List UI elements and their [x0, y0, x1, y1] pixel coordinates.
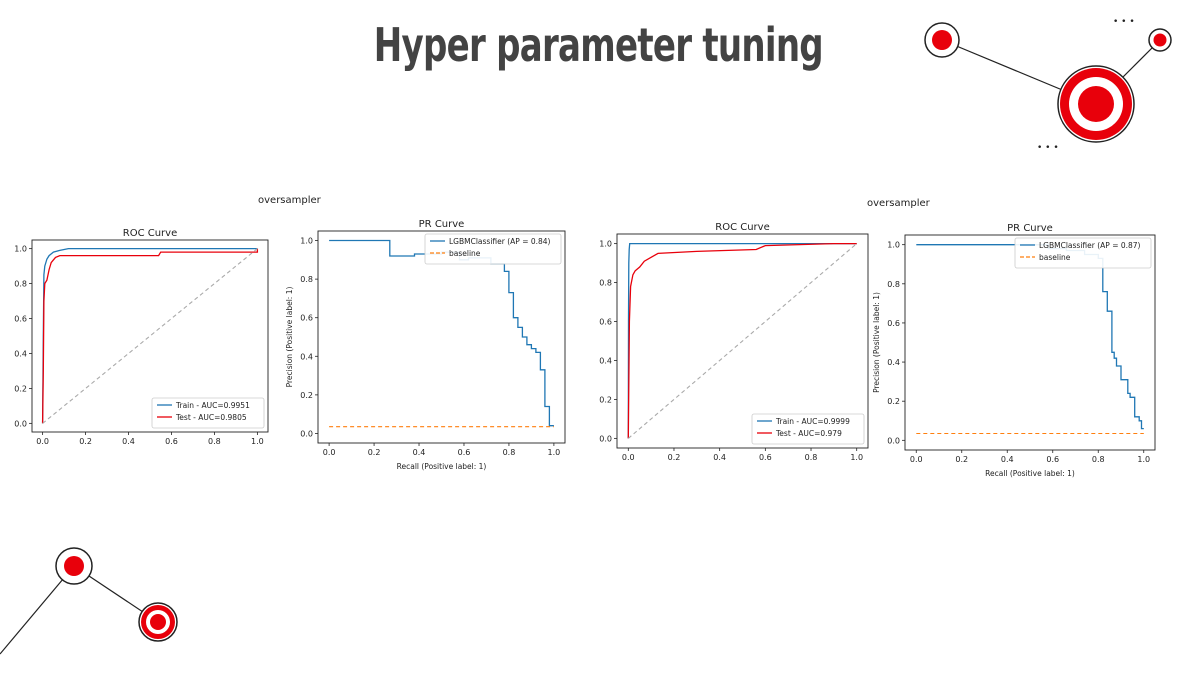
- chance-line: [627, 243, 858, 439]
- y-tick-label: 1.0: [599, 240, 612, 249]
- dots-bottom: • • •: [1037, 143, 1059, 153]
- x-tick-label: 0.8: [1092, 455, 1105, 464]
- y-tick-label: 0.4: [14, 349, 27, 358]
- y-tick-label: 0.0: [300, 429, 313, 438]
- series-line: [627, 242, 857, 439]
- y-tick-label: 0.2: [14, 384, 27, 393]
- x-tick-label: 0.4: [413, 448, 426, 457]
- plot-frame: [31, 239, 269, 433]
- x-tick-label: 0.0: [910, 455, 923, 464]
- x-tick-label: 0.8: [805, 453, 818, 462]
- series-line: [916, 244, 1144, 430]
- x-tick-label: 0.6: [1046, 455, 1059, 464]
- x-tick-label: 1.0: [548, 448, 561, 457]
- y-tick-label: 0.8: [14, 280, 27, 289]
- legend-label: Test - AUC=0.979: [775, 429, 842, 438]
- legend-box: [424, 233, 562, 265]
- target-node-icon: [138, 602, 178, 642]
- y-tick-label: 0.8: [887, 280, 900, 289]
- y-tick-label: 0.0: [14, 419, 27, 428]
- y-tick-label: 0.4: [300, 352, 313, 361]
- y-tick-label: 0.6: [300, 314, 313, 323]
- chart-title: ROC Curve: [715, 222, 769, 233]
- dots-top: • • •: [1113, 17, 1135, 27]
- y-tick-label: 0.6: [887, 319, 900, 328]
- x-tick-label: 0.2: [79, 437, 92, 446]
- x-tick-label: 0.4: [713, 453, 726, 462]
- y-tick-label: 0.2: [300, 391, 313, 400]
- x-tick-label: 0.0: [323, 448, 336, 457]
- y-tick-label: 1.0: [300, 237, 313, 246]
- x-axis-label: Recall (Positive label: 1): [985, 469, 1075, 478]
- slide-title: Hyper parameter tuning: [373, 18, 824, 72]
- x-tick-label: 0.2: [955, 455, 968, 464]
- y-tick-label: 0.0: [887, 436, 900, 445]
- x-tick-label: 0.4: [122, 437, 135, 446]
- y-axis-label: Precision (Positive label: 1): [285, 287, 294, 388]
- x-tick-label: 0.2: [668, 453, 681, 462]
- legend-label: baseline: [1039, 253, 1071, 262]
- legend-label: LGBMClassifier (AP = 0.84): [449, 237, 551, 246]
- x-tick-label: 0.8: [208, 437, 221, 446]
- y-tick-label: 0.8: [599, 279, 612, 288]
- target-node-icon: [1057, 65, 1135, 143]
- chart-title: ROC Curve: [123, 228, 177, 239]
- y-tick-label: 0.2: [887, 397, 900, 406]
- legend-label: Train - AUC=0.9999: [775, 417, 850, 426]
- x-tick-label: 0.6: [165, 437, 178, 446]
- x-tick-label: 1.0: [1137, 455, 1150, 464]
- legend-label: LGBMClassifier (AP = 0.87): [1039, 241, 1141, 250]
- y-axis-label: Precision (Positive label: 1): [872, 292, 881, 393]
- chart-title: PR Curve: [419, 219, 465, 230]
- plot-frame: [616, 233, 869, 449]
- x-tick-label: 0.0: [36, 437, 49, 446]
- x-tick-label: 0.6: [458, 448, 471, 457]
- x-tick-label: 0.8: [503, 448, 516, 457]
- y-tick-label: 1.0: [14, 245, 27, 254]
- y-tick-label: 1.0: [887, 241, 900, 250]
- x-tick-label: 0.0: [622, 453, 635, 462]
- chart-title: PR Curve: [1007, 223, 1053, 234]
- y-tick-label: 0.6: [14, 315, 27, 324]
- plot-frame: [904, 234, 1156, 451]
- series-line: [627, 242, 857, 439]
- y-tick-label: 0.8: [300, 275, 313, 284]
- node-icon: [55, 547, 93, 585]
- x-axis-label: Recall (Positive label: 1): [397, 462, 487, 471]
- x-tick-label: 0.4: [1001, 455, 1014, 464]
- x-tick-label: 0.6: [759, 453, 772, 462]
- y-tick-label: 0.6: [599, 318, 612, 327]
- x-tick-label: 0.2: [368, 448, 381, 457]
- legend-label: baseline: [449, 249, 481, 258]
- x-tick-label: 1.0: [850, 453, 863, 462]
- legend-label: Test - AUC=0.9805: [175, 413, 247, 422]
- node-icon: [924, 22, 960, 58]
- y-tick-label: 0.2: [599, 395, 612, 404]
- x-tick-label: 1.0: [251, 437, 264, 446]
- y-tick-label: 0.0: [599, 434, 612, 443]
- plot-frame: [317, 230, 566, 444]
- legend-label: Train - AUC=0.9951: [175, 401, 250, 410]
- series-line: [41, 248, 259, 424]
- legend-box: [751, 413, 865, 445]
- y-tick-label: 0.4: [599, 356, 612, 365]
- y-tick-label: 0.4: [887, 358, 900, 367]
- figure-title: oversampler: [867, 198, 930, 209]
- legend-box: [151, 397, 265, 429]
- figure-title: oversampler: [258, 195, 321, 206]
- legend-box: [1014, 237, 1152, 269]
- node-icon: [1148, 28, 1172, 52]
